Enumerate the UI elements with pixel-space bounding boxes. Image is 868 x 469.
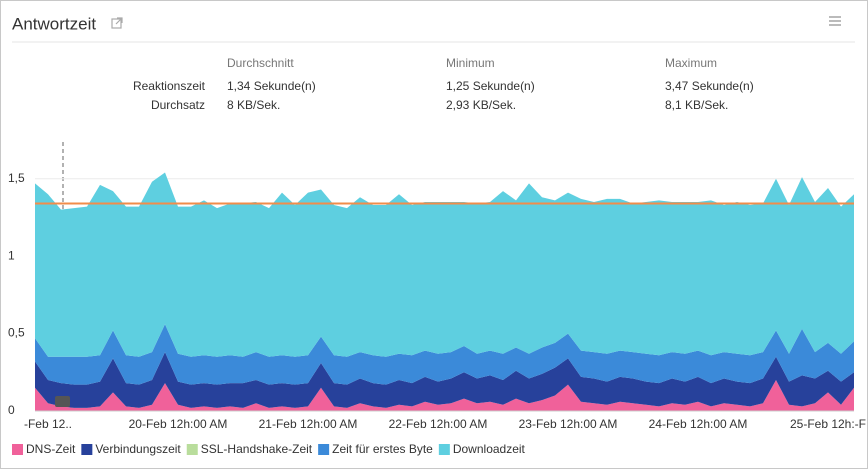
x-tick-label: 25-Feb 12h:-F — [790, 417, 866, 431]
stat-value: 8 KB/Sek. — [227, 98, 280, 112]
legend-swatch — [438, 444, 450, 455]
x-tick-label: 21-Feb 12h:00 AM — [259, 417, 358, 431]
legend-swatch — [318, 444, 330, 455]
stat-value: 1,34 Sekunde(n) — [227, 79, 316, 93]
y-tick-label: 0,5 — [8, 326, 25, 340]
x-tick-label: 22-Feb 12h:00 AM — [389, 417, 488, 431]
legend-label[interactable]: Downloadzeit — [453, 442, 526, 456]
stat-value: 2,93 KB/Sek. — [446, 98, 516, 112]
y-tick-label: 0 — [8, 403, 15, 417]
legend-swatch — [12, 444, 23, 455]
annotation-icon[interactable] — [55, 396, 70, 407]
stat-label: Reaktionszeit — [133, 79, 206, 93]
x-tick-label: 23-Feb 12h:00 AM — [519, 417, 618, 431]
legend-swatch — [81, 444, 93, 455]
x-tick-label: 20-Feb 12h:00 AM — [129, 417, 228, 431]
external-link-icon[interactable] — [111, 17, 123, 29]
legend-label[interactable]: SSL-Handshake-Zeit — [201, 442, 313, 456]
legend-label[interactable]: DNS-Zeit — [26, 442, 76, 456]
y-tick-label: 1 — [8, 248, 15, 262]
legend-label[interactable]: Verbindungszeit — [95, 442, 181, 456]
menu-icon[interactable] — [829, 16, 841, 26]
x-tick-label: -Feb 12.. — [24, 417, 72, 431]
stat-value: 1,25 Sekunde(n) — [446, 79, 535, 93]
stat-header: Minimum — [446, 56, 495, 70]
area — [35, 352, 854, 408]
stat-header: Maximum — [665, 56, 717, 70]
widget-title: Antwortzeit — [12, 14, 96, 33]
x-tick-label: 24-Feb 12h:00 AM — [649, 417, 748, 431]
y-tick-label: 1,5 — [8, 171, 25, 185]
stat-label: Durchsatz — [151, 98, 205, 112]
stat-value: 8,1 KB/Sek. — [665, 98, 728, 112]
area — [35, 324, 854, 385]
area — [35, 172, 854, 357]
stat-header: Durchschnitt — [227, 56, 294, 70]
legend-swatch — [186, 444, 198, 455]
legend-label[interactable]: Zeit für erstes Byte — [332, 442, 433, 456]
stat-value: 3,47 Sekunde(n) — [665, 79, 754, 93]
area — [35, 380, 854, 411]
